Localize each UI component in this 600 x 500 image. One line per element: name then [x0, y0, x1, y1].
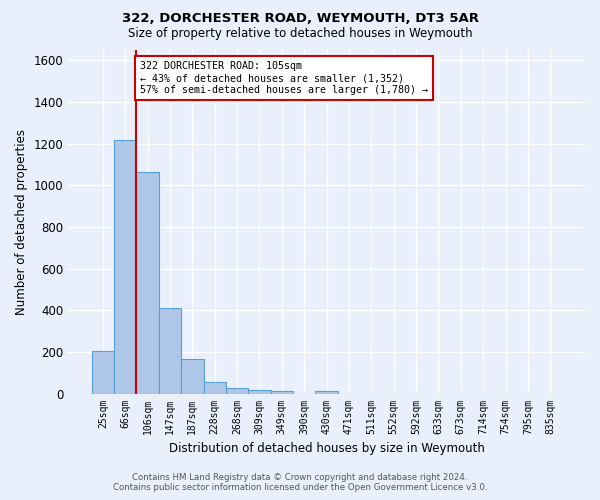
Text: 322, DORCHESTER ROAD, WEYMOUTH, DT3 5AR: 322, DORCHESTER ROAD, WEYMOUTH, DT3 5AR	[121, 12, 479, 26]
Bar	[181, 359, 203, 394]
Bar	[114, 140, 136, 394]
Bar	[203, 382, 226, 394]
Bar	[226, 388, 248, 394]
Bar	[92, 351, 114, 394]
Bar	[136, 172, 159, 394]
Bar	[159, 308, 181, 394]
Bar	[271, 391, 293, 394]
Text: 322 DORCHESTER ROAD: 105sqm
← 43% of detached houses are smaller (1,352)
57% of : 322 DORCHESTER ROAD: 105sqm ← 43% of det…	[140, 62, 428, 94]
Bar	[316, 390, 338, 394]
Text: Contains HM Land Registry data © Crown copyright and database right 2024.
Contai: Contains HM Land Registry data © Crown c…	[113, 473, 487, 492]
X-axis label: Distribution of detached houses by size in Weymouth: Distribution of detached houses by size …	[169, 442, 485, 455]
Text: Size of property relative to detached houses in Weymouth: Size of property relative to detached ho…	[128, 28, 472, 40]
Y-axis label: Number of detached properties: Number of detached properties	[15, 129, 28, 315]
Bar	[248, 390, 271, 394]
